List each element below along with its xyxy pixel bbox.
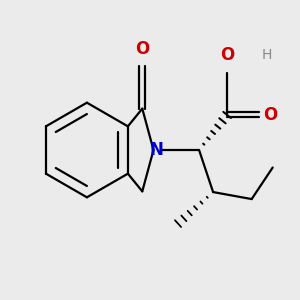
Text: N: N (149, 141, 163, 159)
Text: O: O (263, 106, 278, 124)
Text: H: H (262, 48, 272, 62)
Text: O: O (135, 40, 149, 58)
Text: O: O (220, 46, 234, 64)
